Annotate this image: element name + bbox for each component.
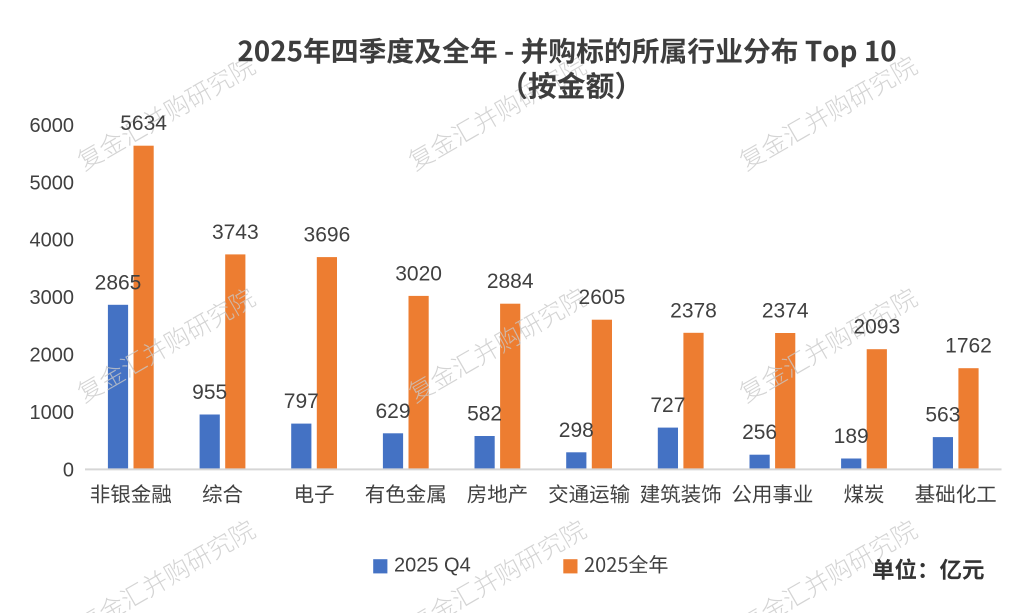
svg-text:563: 563 (925, 404, 960, 427)
svg-text:3743: 3743 (212, 221, 259, 244)
svg-text:2605: 2605 (579, 286, 626, 309)
svg-text:2865: 2865 (95, 271, 142, 294)
svg-text:189: 189 (834, 425, 869, 448)
svg-text:1762: 1762 (945, 335, 992, 358)
svg-text:4000: 4000 (30, 230, 75, 252)
svg-text:2093: 2093 (853, 316, 900, 339)
svg-text:3696: 3696 (304, 224, 351, 247)
svg-text:955: 955 (192, 381, 227, 404)
svg-text:2378: 2378 (670, 299, 717, 322)
svg-text:298: 298 (559, 419, 594, 442)
svg-text:2025 Q4: 2025 Q4 (394, 555, 471, 577)
svg-text:5000: 5000 (30, 172, 75, 194)
svg-text:2000: 2000 (30, 345, 75, 367)
svg-text:0: 0 (63, 460, 74, 482)
svg-text:2884: 2884 (487, 270, 534, 293)
svg-text:797: 797 (284, 390, 319, 413)
svg-text:2374: 2374 (762, 300, 809, 323)
svg-text:3000: 3000 (30, 287, 75, 309)
svg-text:5634: 5634 (120, 112, 167, 135)
svg-text:727: 727 (650, 394, 685, 417)
svg-text:256: 256 (742, 421, 777, 444)
svg-text:3020: 3020 (395, 262, 442, 285)
svg-text:6000: 6000 (30, 115, 75, 137)
svg-text:582: 582 (467, 403, 502, 426)
svg-text:1000: 1000 (30, 402, 75, 424)
svg-text:629: 629 (375, 400, 410, 423)
